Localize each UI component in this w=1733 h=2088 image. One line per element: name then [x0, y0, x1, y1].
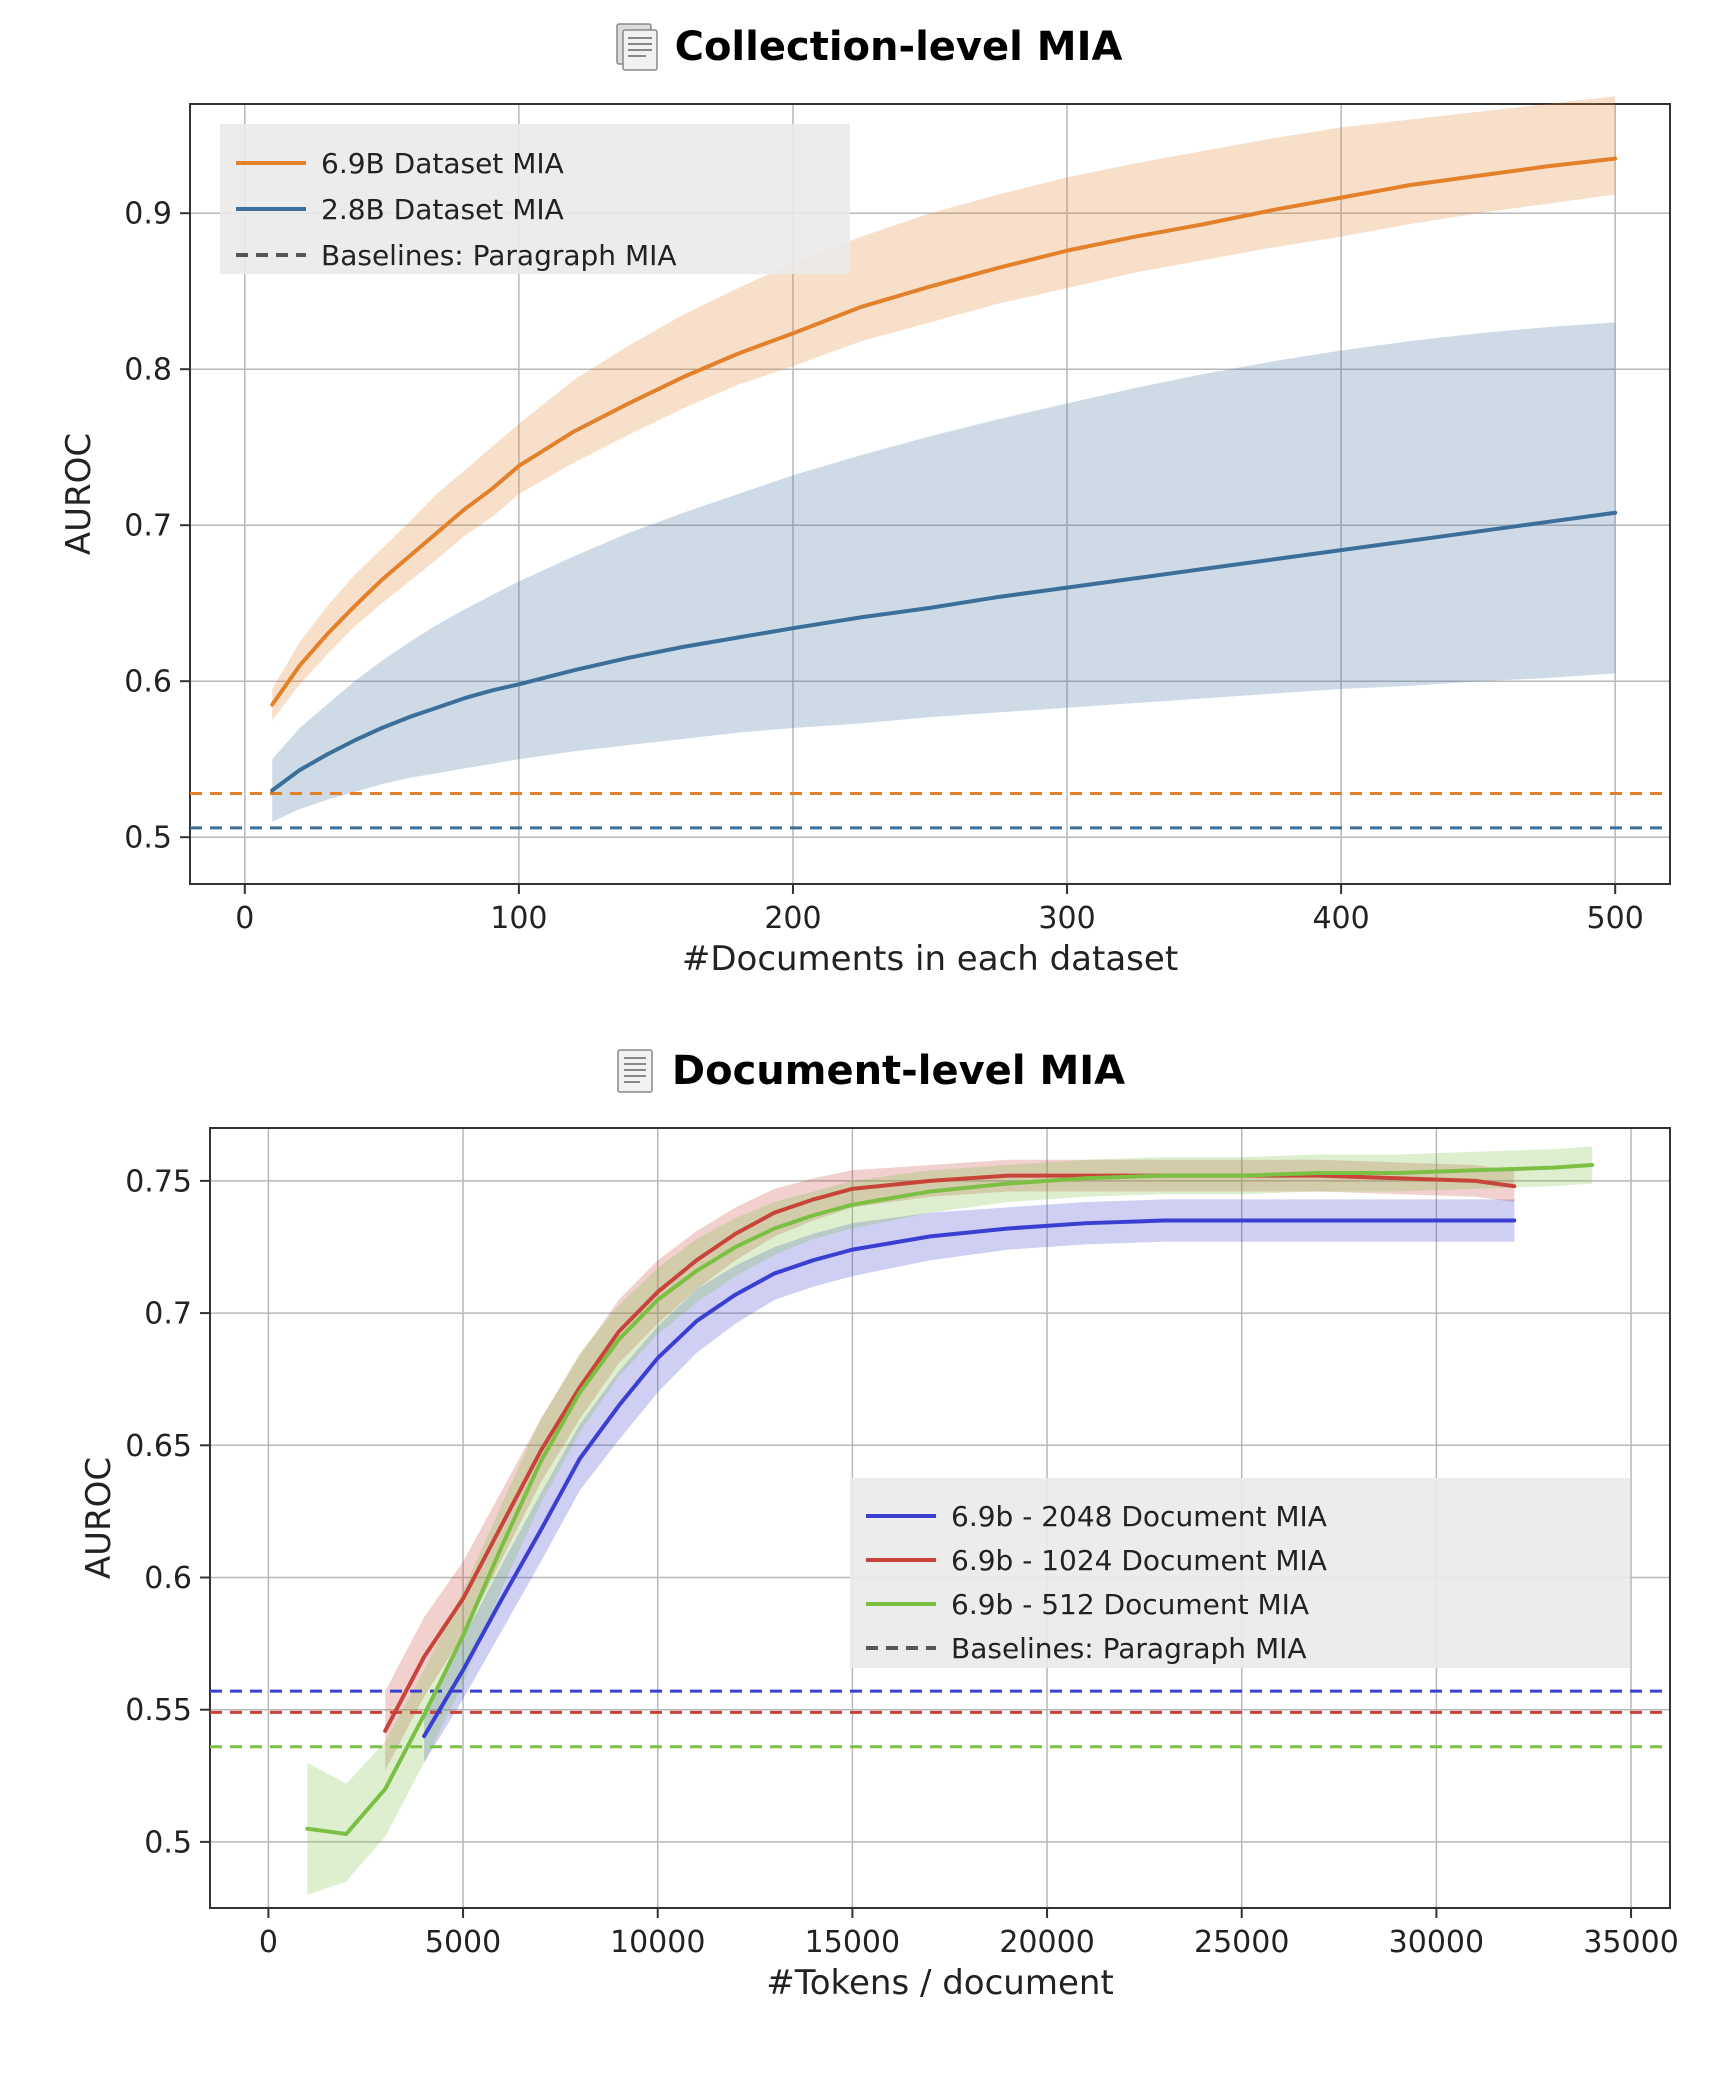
bottom-chart: 0 5000 10000 15000 20000 25000 30000 35000 0.5 0.…: [20, 1108, 1713, 2028]
legend-item-label: 6.9b - 512 Document MIA: [951, 1588, 1309, 1621]
x-tick-label: 200: [764, 901, 821, 936]
x-tick-label: 500: [1587, 901, 1644, 936]
y-tick-label: 0.7: [124, 509, 172, 544]
y-tick-label: 0.6: [124, 665, 172, 700]
document-stack-icon: [611, 20, 665, 74]
figure: Collection-level MIA 0 100 200 300 400 500 0.5…: [20, 20, 1713, 2028]
legend-item-label: 6.9b - 1024 Document MIA: [951, 1544, 1327, 1577]
legend-item-label: 2.8B Dataset MIA: [321, 193, 564, 226]
x-tick-label: 0: [259, 1925, 278, 1960]
legend-item-label: 6.9B Dataset MIA: [321, 147, 564, 180]
bottom-title-row: Document-level MIA: [20, 1044, 1713, 1098]
document-icon: [608, 1044, 662, 1098]
x-tick-label: 5000: [425, 1925, 501, 1960]
y-tick-label: 0.5: [124, 821, 172, 856]
y-tick-label: 0.7: [144, 1297, 192, 1332]
x-tick-label: 400: [1312, 901, 1369, 936]
x-axis-label: #Documents in each dataset: [682, 939, 1178, 979]
bottom-title: Document-level MIA: [672, 1048, 1125, 1094]
legend: 6.9B Dataset MIA 2.8B Dataset MIA Baseline…: [220, 124, 850, 274]
y-tick-label: 0.9: [124, 197, 172, 232]
bottom-panel: Document-level MIA 0 5000 10000 15000 20000 2…: [20, 1044, 1713, 2028]
x-tick-label: 35000: [1583, 1925, 1678, 1960]
y-tick-label: 0.6: [144, 1561, 192, 1596]
y-axis-label: AUROC: [59, 433, 99, 555]
top-chart: 0 100 200 300 400 500 0.5 0.6 0.7 0.8 0.9 AUROC #Doc…: [20, 84, 1713, 1004]
legend-item-label: Baselines: Paragraph MIA: [951, 1632, 1307, 1665]
y-tick-label: 0.55: [125, 1693, 192, 1728]
x-tick-label: 300: [1038, 901, 1095, 936]
legend-item-label: Baselines: Paragraph MIA: [321, 239, 677, 272]
x-tick-label: 0: [235, 901, 254, 936]
x-tick-label: 30000: [1389, 1925, 1484, 1960]
y-tick-label: 0.75: [125, 1164, 192, 1199]
y-tick-label: 0.8: [124, 353, 172, 388]
top-title-row: Collection-level MIA: [20, 20, 1713, 74]
legend: 6.9b - 2048 Document MIA 6.9b - 1024 Docu…: [850, 1478, 1630, 1668]
y-tick-label: 0.5: [144, 1825, 192, 1860]
top-panel: Collection-level MIA 0 100 200 300 400 500 0.5…: [20, 20, 1713, 1004]
y-axis-label: AUROC: [79, 1457, 119, 1579]
x-tick-label: 20000: [999, 1925, 1094, 1960]
top-title: Collection-level MIA: [675, 24, 1123, 70]
x-tick-label: 10000: [610, 1925, 705, 1960]
legend-item-label: 6.9b - 2048 Document MIA: [951, 1500, 1327, 1533]
x-tick-label: 15000: [805, 1925, 900, 1960]
x-axis-label: #Tokens / document: [766, 1963, 1114, 2003]
x-tick-label: 25000: [1194, 1925, 1289, 1960]
x-tick-label: 100: [490, 901, 547, 936]
y-tick-label: 0.65: [125, 1429, 192, 1464]
